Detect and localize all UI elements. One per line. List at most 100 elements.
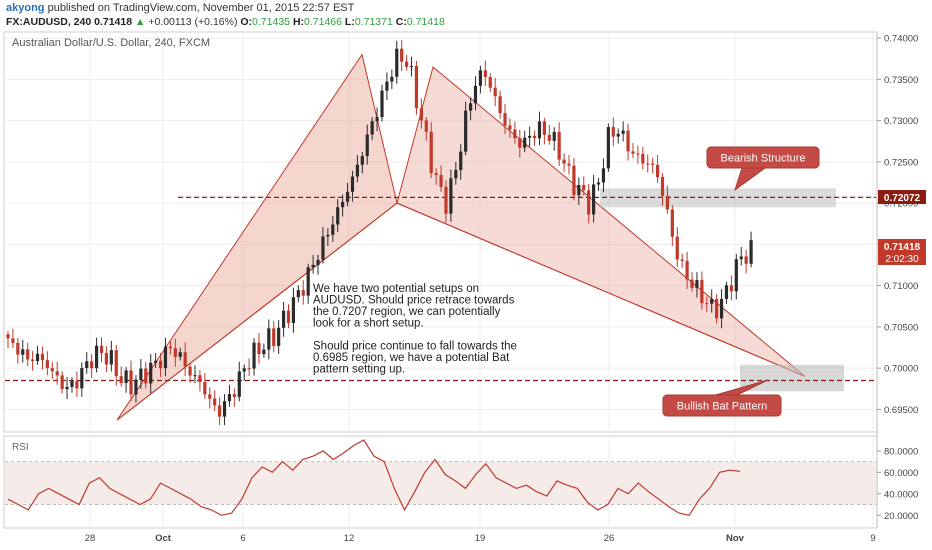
rsi-tick-label: 20.0000 (884, 511, 918, 522)
setup-note-line: Should price continue to fall towards th… (313, 341, 517, 353)
candle-body (163, 346, 168, 369)
candle-body (124, 370, 128, 384)
candle-body (596, 182, 601, 185)
candle-body (144, 368, 148, 384)
published-text: published on TradingView.com, November 0… (47, 2, 355, 14)
candle-body (331, 224, 335, 235)
publish-line: akyong published on TradingView.com, Nov… (6, 2, 354, 14)
setup-note-line: AUDUSD. Should price retrace towards (313, 295, 515, 307)
candle-body (577, 184, 581, 196)
candle-body (31, 359, 35, 362)
candle-body (493, 87, 497, 97)
candle-body (611, 127, 615, 137)
candle-body (40, 353, 45, 361)
candle-body (498, 96, 502, 114)
price-tick-label: 0.70000 (884, 364, 918, 375)
candle-body (252, 342, 256, 369)
candle-body (350, 176, 355, 192)
candle-body (528, 135, 532, 138)
bearish-callout[interactable]: Bearish Structure (706, 146, 820, 192)
time-tick-label: 12 (344, 533, 355, 544)
candle-body (675, 236, 679, 260)
candle-body (26, 349, 30, 360)
price-tick-label: 0.72000 (884, 199, 918, 210)
candle-body (168, 346, 172, 349)
candle-body (454, 169, 458, 179)
candle-body (631, 151, 635, 154)
candle-body (11, 338, 15, 343)
candle-body (365, 134, 369, 157)
symbol-name[interactable]: FX:AUDUSD, 240 (6, 16, 92, 28)
candle-body (390, 76, 394, 82)
candle-body (587, 190, 591, 215)
candle-body (380, 90, 384, 118)
candle-body (508, 125, 512, 130)
candle-body (203, 382, 207, 395)
candle-body (567, 163, 571, 166)
level-price-tag-bg (878, 190, 926, 204)
candle-body (178, 352, 182, 357)
chart-header: akyong published on TradingView.com, Nov… (0, 0, 932, 32)
candle-body (483, 70, 487, 77)
change-up-icon: ▲ (135, 16, 146, 28)
rsi-band (5, 461, 876, 505)
candle-body (134, 379, 138, 395)
candle-body (749, 240, 753, 264)
candle-body (213, 398, 217, 406)
candle-body (424, 120, 428, 132)
price-axis[interactable] (877, 32, 931, 528)
candle-body (262, 349, 266, 355)
candle-body (641, 153, 645, 164)
candle-body (582, 184, 586, 191)
candle-body (104, 352, 109, 365)
candle-body (542, 121, 546, 135)
candle-body (208, 394, 212, 399)
candle-body (414, 66, 419, 109)
candle-body (557, 131, 561, 160)
rsi-series (5, 439, 876, 516)
candle-body (719, 298, 724, 319)
price-tick-label: 0.73500 (884, 75, 918, 86)
time-tick-label: 26 (604, 533, 615, 544)
candle-body (695, 280, 699, 288)
last-price-tag: 0.71418 2:02:30 (878, 239, 926, 265)
candle-body (139, 368, 143, 380)
candle-body (592, 184, 596, 215)
candle-body (552, 131, 556, 141)
candle-body (154, 360, 158, 363)
time-tick-label: 28 (85, 533, 96, 544)
candle-body (700, 280, 704, 304)
candle-body (193, 375, 197, 377)
candle-body (429, 131, 433, 174)
setup-note-line: We have two potential setups on (313, 283, 479, 295)
candle-body (459, 151, 463, 170)
low-value: 0.71371 (354, 16, 393, 28)
pattern-xb-line (116, 202, 398, 421)
candle-body (473, 85, 478, 104)
time-tick-label: 9 (870, 533, 875, 544)
candle-body (606, 127, 610, 169)
candle-body (218, 405, 222, 417)
rsi-tick-label: 40.0000 (884, 489, 918, 500)
candle-body (277, 327, 281, 346)
candle-body (326, 234, 330, 237)
candle-body (655, 164, 660, 178)
candle-body (311, 264, 315, 268)
bearish-callout-label: Bearish Structure (721, 153, 806, 165)
candle-body (621, 130, 625, 134)
candle-body (547, 134, 551, 141)
bullish-callout[interactable]: Bullish Bat Pattern (662, 379, 782, 417)
price-tick-label: 0.71000 (884, 281, 918, 292)
bullish-zone (740, 364, 844, 392)
candle-body (16, 342, 20, 355)
candle-body (449, 178, 453, 214)
price-change: +0.00113 (+0.16%) (148, 16, 238, 28)
candle-body (513, 129, 517, 139)
author-link[interactable]: akyong (6, 2, 45, 14)
price-tick-label: 0.70500 (884, 322, 918, 333)
candle-body (660, 177, 665, 196)
setup-note-line: the 0.7207 region, we can potentially (313, 306, 501, 318)
candle-body (70, 381, 74, 387)
